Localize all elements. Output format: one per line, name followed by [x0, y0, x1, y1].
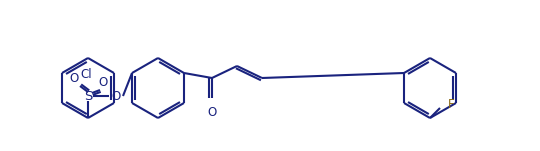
Text: O: O: [69, 72, 79, 85]
Text: F: F: [448, 98, 455, 111]
Text: O: O: [207, 106, 217, 119]
Text: O: O: [98, 76, 107, 88]
Text: O: O: [111, 90, 120, 103]
Text: S: S: [84, 90, 92, 103]
Text: Cl: Cl: [80, 68, 92, 81]
